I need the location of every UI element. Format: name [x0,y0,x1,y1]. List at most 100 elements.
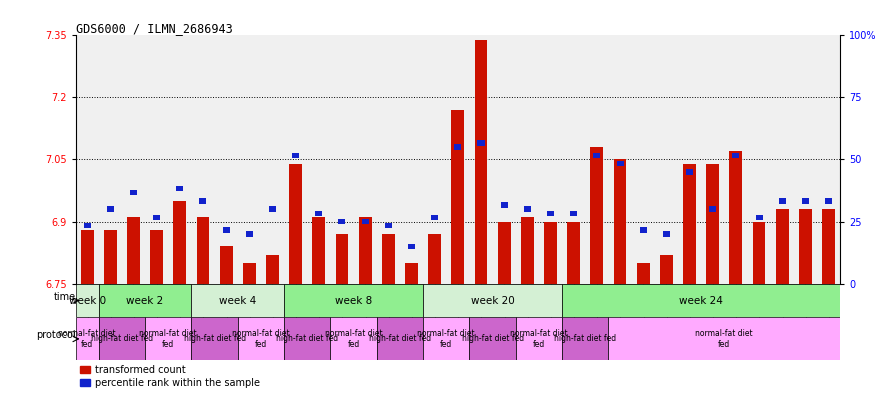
Text: week 4: week 4 [219,296,256,305]
Bar [524,206,531,212]
Text: normal-fat diet
fed: normal-fat diet fed [140,329,197,349]
Bar [104,230,116,284]
Bar [153,215,160,220]
Bar [84,223,91,228]
Bar [477,140,485,146]
Text: time: time [53,292,76,302]
Bar [779,198,786,204]
Text: GDS6000 / ILMN_2686943: GDS6000 / ILMN_2686943 [76,22,232,35]
Bar [683,163,696,284]
Bar [562,318,608,360]
Bar [173,201,186,284]
Bar [107,206,114,212]
Bar [377,318,423,360]
Bar [475,40,487,284]
Bar [176,186,183,191]
Text: high-fat diet fed: high-fat diet fed [369,334,431,343]
Bar [544,222,557,284]
Bar [269,206,276,212]
Bar [405,263,418,284]
Bar [567,222,580,284]
Bar [706,163,719,284]
Bar [246,231,252,237]
Bar [640,227,646,233]
Bar [292,152,300,158]
Bar [521,217,533,284]
Bar [76,318,99,360]
Bar [130,190,137,195]
Bar [385,223,392,228]
Bar [730,151,742,284]
Bar [362,219,369,224]
Bar [237,318,284,360]
Bar [570,211,577,216]
Bar [199,198,206,204]
Bar [498,222,510,284]
Text: high-fat diet fed: high-fat diet fed [276,334,339,343]
Bar [428,234,441,284]
Bar [660,255,673,284]
Bar [562,284,840,318]
Bar [81,230,93,284]
Bar [99,284,191,318]
Bar [469,318,516,360]
Bar [637,263,650,284]
Text: normal-fat diet
fed: normal-fat diet fed [418,329,475,349]
Bar [312,217,325,284]
Bar [196,217,210,284]
Bar [423,284,562,318]
Bar [590,147,604,284]
Bar [145,318,191,360]
Bar [150,230,163,284]
Bar [663,231,669,237]
Bar [243,263,256,284]
Bar [99,318,145,360]
Bar [339,219,346,224]
Text: normal-fat diet
fed: normal-fat diet fed [232,329,290,349]
Bar [709,206,717,212]
Bar [776,209,789,284]
Bar [127,217,140,284]
Legend: transformed count, percentile rank within the sample: transformed count, percentile rank withi… [80,365,260,388]
Bar [408,244,415,249]
Bar [799,209,812,284]
Bar [454,144,461,150]
Bar [686,169,693,174]
Text: protocol: protocol [36,330,76,340]
Bar [733,152,740,158]
Bar [616,161,623,166]
Text: week 2: week 2 [126,296,164,305]
Bar [825,198,832,204]
Bar [289,163,302,284]
Bar [191,318,237,360]
Bar [501,202,508,208]
Text: normal-fat diet
fed: normal-fat diet fed [510,329,568,349]
Bar [220,246,233,284]
Bar [284,284,423,318]
Text: high-fat diet fed: high-fat diet fed [91,334,153,343]
Bar [191,284,284,318]
Bar [284,318,331,360]
Bar [222,227,229,233]
Text: week 24: week 24 [679,296,723,305]
Bar [516,318,562,360]
Bar [613,160,627,284]
Text: week 0: week 0 [68,296,106,305]
Bar [822,209,835,284]
Bar [382,234,395,284]
Bar [423,318,469,360]
Text: week 20: week 20 [470,296,515,305]
Bar [452,110,464,284]
Bar [266,255,279,284]
Text: week 8: week 8 [335,296,372,305]
Bar [753,222,765,284]
Text: normal-fat diet
fed: normal-fat diet fed [59,329,116,349]
Text: high-fat diet fed: high-fat diet fed [183,334,245,343]
Bar [76,284,99,318]
Bar [359,217,372,284]
Text: high-fat diet fed: high-fat diet fed [461,334,524,343]
Text: normal-fat diet
fed: normal-fat diet fed [324,329,382,349]
Bar [431,215,438,220]
Bar [593,152,600,158]
Bar [756,215,763,220]
